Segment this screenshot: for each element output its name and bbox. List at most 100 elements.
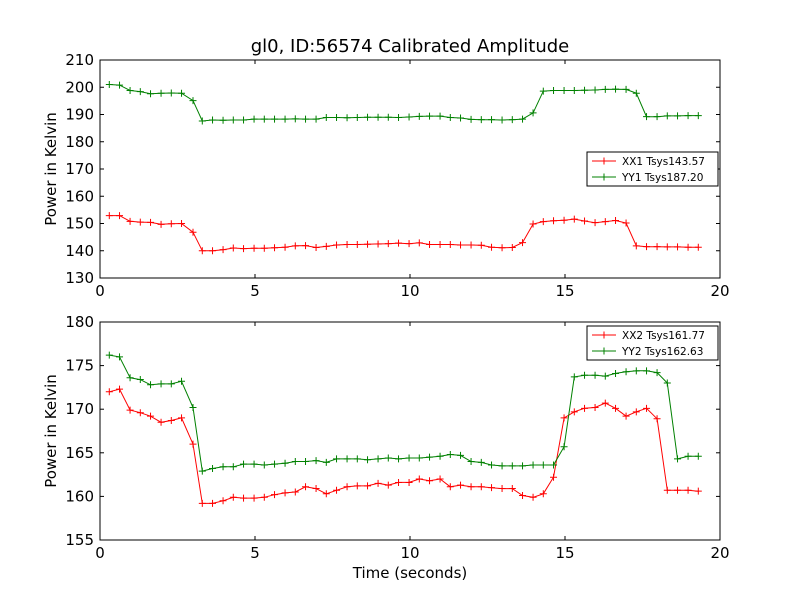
data-point — [229, 244, 237, 252]
data-point — [384, 240, 392, 248]
data-point — [302, 242, 310, 250]
data-point — [116, 353, 124, 361]
data-point — [477, 241, 485, 249]
data-point — [570, 408, 578, 416]
data-point — [312, 485, 320, 493]
data-point — [136, 218, 144, 226]
data-point — [291, 458, 299, 466]
data-point — [240, 494, 248, 502]
data-point — [395, 239, 403, 247]
data-point — [178, 89, 186, 97]
data-point — [260, 115, 268, 123]
data-point — [322, 490, 330, 498]
data-point — [560, 414, 568, 422]
data-point — [157, 220, 165, 228]
legend-box — [586, 325, 719, 361]
y-tick-label: 190 — [65, 106, 94, 124]
data-point — [333, 113, 341, 121]
y-tick-label: 170 — [65, 400, 94, 418]
data-point — [209, 116, 217, 124]
data-point — [353, 113, 361, 121]
y-tick-label: 175 — [65, 357, 94, 375]
x-tick-label: 0 — [95, 282, 105, 300]
x-tick-label: 5 — [250, 282, 260, 300]
data-point — [508, 462, 516, 470]
data-point — [653, 243, 661, 251]
data-point — [446, 240, 454, 248]
data-point — [281, 489, 289, 497]
data-point — [209, 464, 217, 472]
data-point — [550, 217, 558, 225]
data-point — [157, 89, 165, 97]
data-point — [498, 462, 506, 470]
data-point — [260, 244, 268, 252]
data-point — [436, 452, 444, 460]
series-line-1 — [109, 388, 699, 504]
data-point — [384, 481, 392, 489]
data-point — [674, 455, 682, 463]
data-point — [209, 499, 217, 507]
y-tick-label: 160 — [65, 187, 94, 205]
data-point — [643, 367, 651, 375]
data-point — [488, 116, 496, 124]
data-point — [126, 374, 134, 382]
data-point — [333, 486, 341, 494]
data-point — [550, 461, 558, 469]
data-point — [508, 485, 516, 493]
data-point — [219, 246, 227, 254]
data-point — [105, 388, 113, 396]
data-point — [364, 240, 372, 248]
data-point — [457, 481, 465, 489]
data-point — [519, 115, 527, 123]
legend-marker — [600, 157, 608, 165]
data-point — [581, 217, 589, 225]
bottom-plot: 0 5 10 15 20 155 160 165 170 175 180 Power in Kelvi… — [42, 313, 730, 562]
data-point — [105, 81, 113, 89]
data-point — [157, 380, 165, 388]
legend-label: YY2 Tsys162.63 — [621, 346, 703, 358]
chart-title: gl0, ID:56574 Calibrated Amplitude — [251, 36, 570, 57]
data-point — [632, 242, 640, 250]
data-point — [601, 218, 609, 226]
data-point — [426, 453, 434, 461]
data-point — [271, 460, 279, 468]
data-point — [539, 218, 547, 226]
data-point — [229, 116, 237, 124]
x-tick-label: 20 — [710, 544, 729, 562]
legend-label: YY1 Tsys187.20 — [621, 172, 703, 184]
data-point — [395, 113, 403, 121]
data-point — [198, 467, 206, 475]
data-point — [271, 115, 279, 123]
y-axis-label: Power in Kelvin — [42, 112, 60, 226]
data-point — [250, 494, 258, 502]
data-point — [591, 219, 599, 227]
data-point — [498, 485, 506, 493]
data-point — [302, 115, 310, 123]
data-point — [250, 460, 258, 468]
data-point — [291, 488, 299, 496]
data-point — [167, 220, 175, 228]
data-point — [674, 112, 682, 120]
data-point — [426, 112, 434, 120]
data-point — [622, 85, 630, 93]
x-tick-label: 0 — [95, 544, 105, 562]
data-point — [126, 217, 134, 225]
data-point — [508, 243, 516, 251]
data-point — [167, 417, 175, 425]
data-point — [436, 240, 444, 248]
legend-label: XX2 Tsys161.77 — [622, 330, 705, 342]
data-point — [467, 115, 475, 123]
data-point — [436, 475, 444, 483]
data-point — [198, 117, 206, 125]
data-point — [364, 456, 372, 464]
data-point — [446, 113, 454, 121]
data-point — [116, 81, 124, 89]
data-point — [663, 112, 671, 120]
data-point — [374, 240, 382, 248]
data-point — [353, 240, 361, 248]
y-axis-label: Power in Kelvin — [42, 374, 60, 488]
data-point — [281, 459, 289, 467]
data-point — [498, 116, 506, 124]
data-point — [488, 461, 496, 469]
y-tick-label: 180 — [65, 313, 94, 331]
